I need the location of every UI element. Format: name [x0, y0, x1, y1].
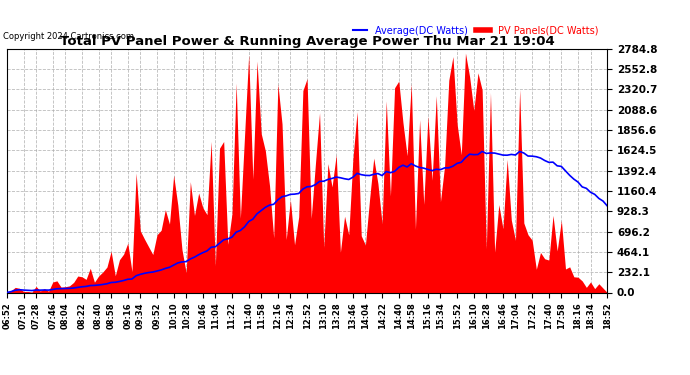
Title: Total PV Panel Power & Running Average Power Thu Mar 21 19:04: Total PV Panel Power & Running Average P…	[59, 34, 555, 48]
Text: Copyright 2024 Cartronics.com: Copyright 2024 Cartronics.com	[3, 32, 135, 41]
Legend: Average(DC Watts), PV Panels(DC Watts): Average(DC Watts), PV Panels(DC Watts)	[348, 22, 602, 40]
